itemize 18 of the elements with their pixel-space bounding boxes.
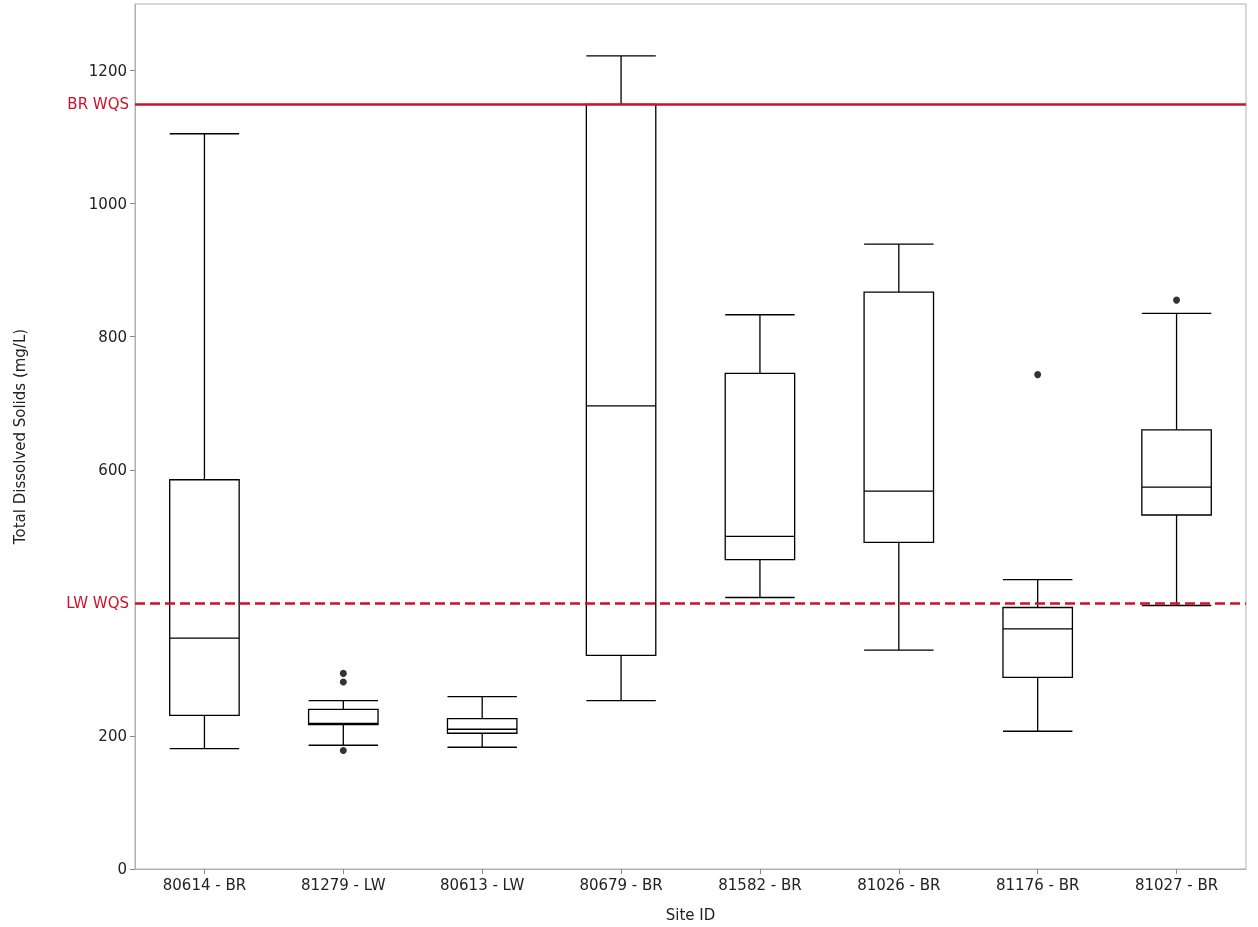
ref-line-label: LW WQS	[66, 593, 129, 612]
y-tick-label: 600	[98, 460, 127, 479]
x-tick-label: 81582 - BR	[718, 875, 802, 894]
y-axis-title: Total Dissolved Solids (mg/L)	[10, 328, 29, 546]
x-tick-label: 81279 - LW	[301, 875, 386, 894]
x-tick-label: 81176 - BR	[995, 875, 1080, 894]
y-tick-label: 1000	[88, 194, 127, 213]
y-tick-label: 1200	[88, 61, 127, 80]
x-axis-title: Site ID	[665, 905, 716, 924]
ref-line-label: BR WQS	[67, 94, 129, 113]
x-tick-label: 80613 - LW	[439, 875, 525, 894]
y-tick-label: 800	[98, 327, 127, 346]
x-tick-label: 80679 - BR	[579, 875, 663, 894]
y-tick-label: 0	[117, 860, 127, 878]
x-tick-label: 81026 - BR	[857, 875, 941, 894]
x-tick-label: 81027 - BR	[1134, 875, 1219, 894]
y-tick-label: 200	[98, 726, 127, 745]
x-tick-label: 80614 - BR	[162, 875, 247, 894]
